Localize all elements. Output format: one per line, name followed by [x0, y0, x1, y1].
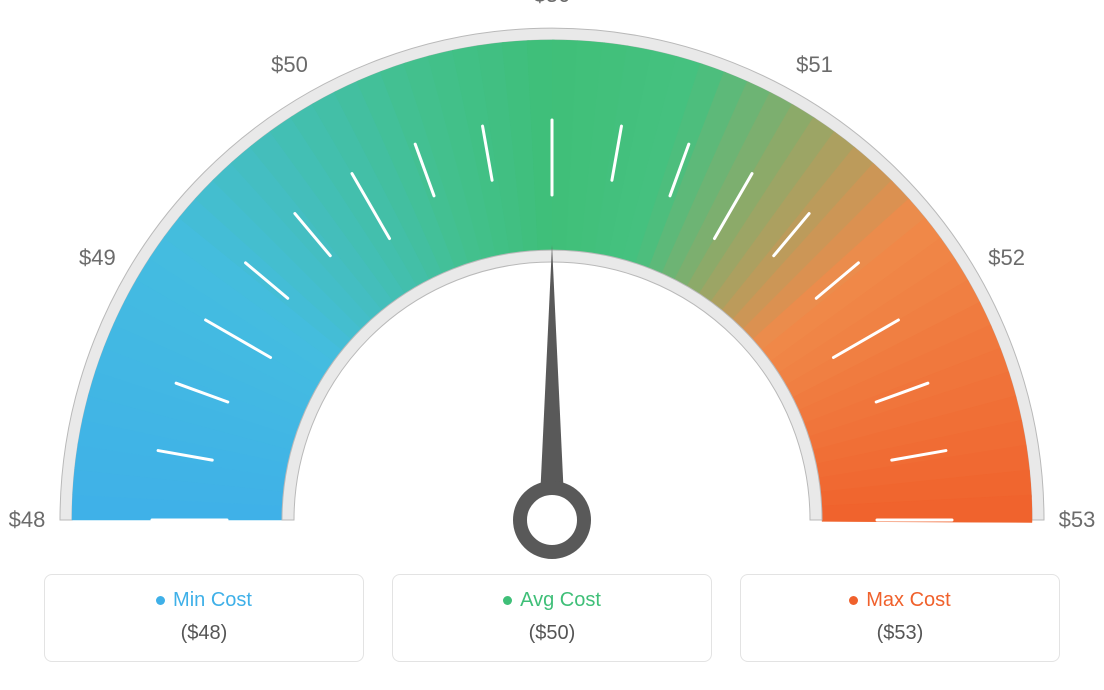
gauge-chart: $48 $49 $50 $50 $51 $52 $53: [0, 0, 1104, 560]
gauge-tick-label: $52: [988, 245, 1025, 271]
legend-value-min: ($48): [55, 622, 353, 645]
gauge-tick-label: $49: [79, 245, 116, 271]
legend-label-avg: Avg Cost: [520, 589, 601, 612]
legend-label-min: Min Cost: [173, 589, 252, 612]
gauge-tick-label: $48: [9, 507, 46, 533]
legend-title-max: Max Cost: [849, 589, 950, 612]
legend-title-min: Min Cost: [156, 589, 252, 612]
legend-value-max: ($53): [751, 622, 1049, 645]
legend-label-max: Max Cost: [866, 589, 950, 612]
legend-value-avg: ($50): [403, 622, 701, 645]
gauge-tick-label: $50: [271, 52, 308, 78]
legend-row: Min Cost ($48) Avg Cost ($50) Max Cost (…: [0, 574, 1104, 662]
legend-card-avg: Avg Cost ($50): [392, 574, 712, 662]
gauge-svg: [0, 0, 1104, 560]
legend-card-max: Max Cost ($53): [740, 574, 1060, 662]
dot-icon: [849, 596, 858, 605]
gauge-tick-label: $50: [534, 0, 571, 8]
legend-card-min: Min Cost ($48): [44, 574, 364, 662]
gauge-tick-label: $51: [796, 52, 833, 78]
legend-title-avg: Avg Cost: [503, 589, 601, 612]
gauge-tick-label: $53: [1059, 507, 1096, 533]
dot-icon: [156, 596, 165, 605]
dot-icon: [503, 596, 512, 605]
